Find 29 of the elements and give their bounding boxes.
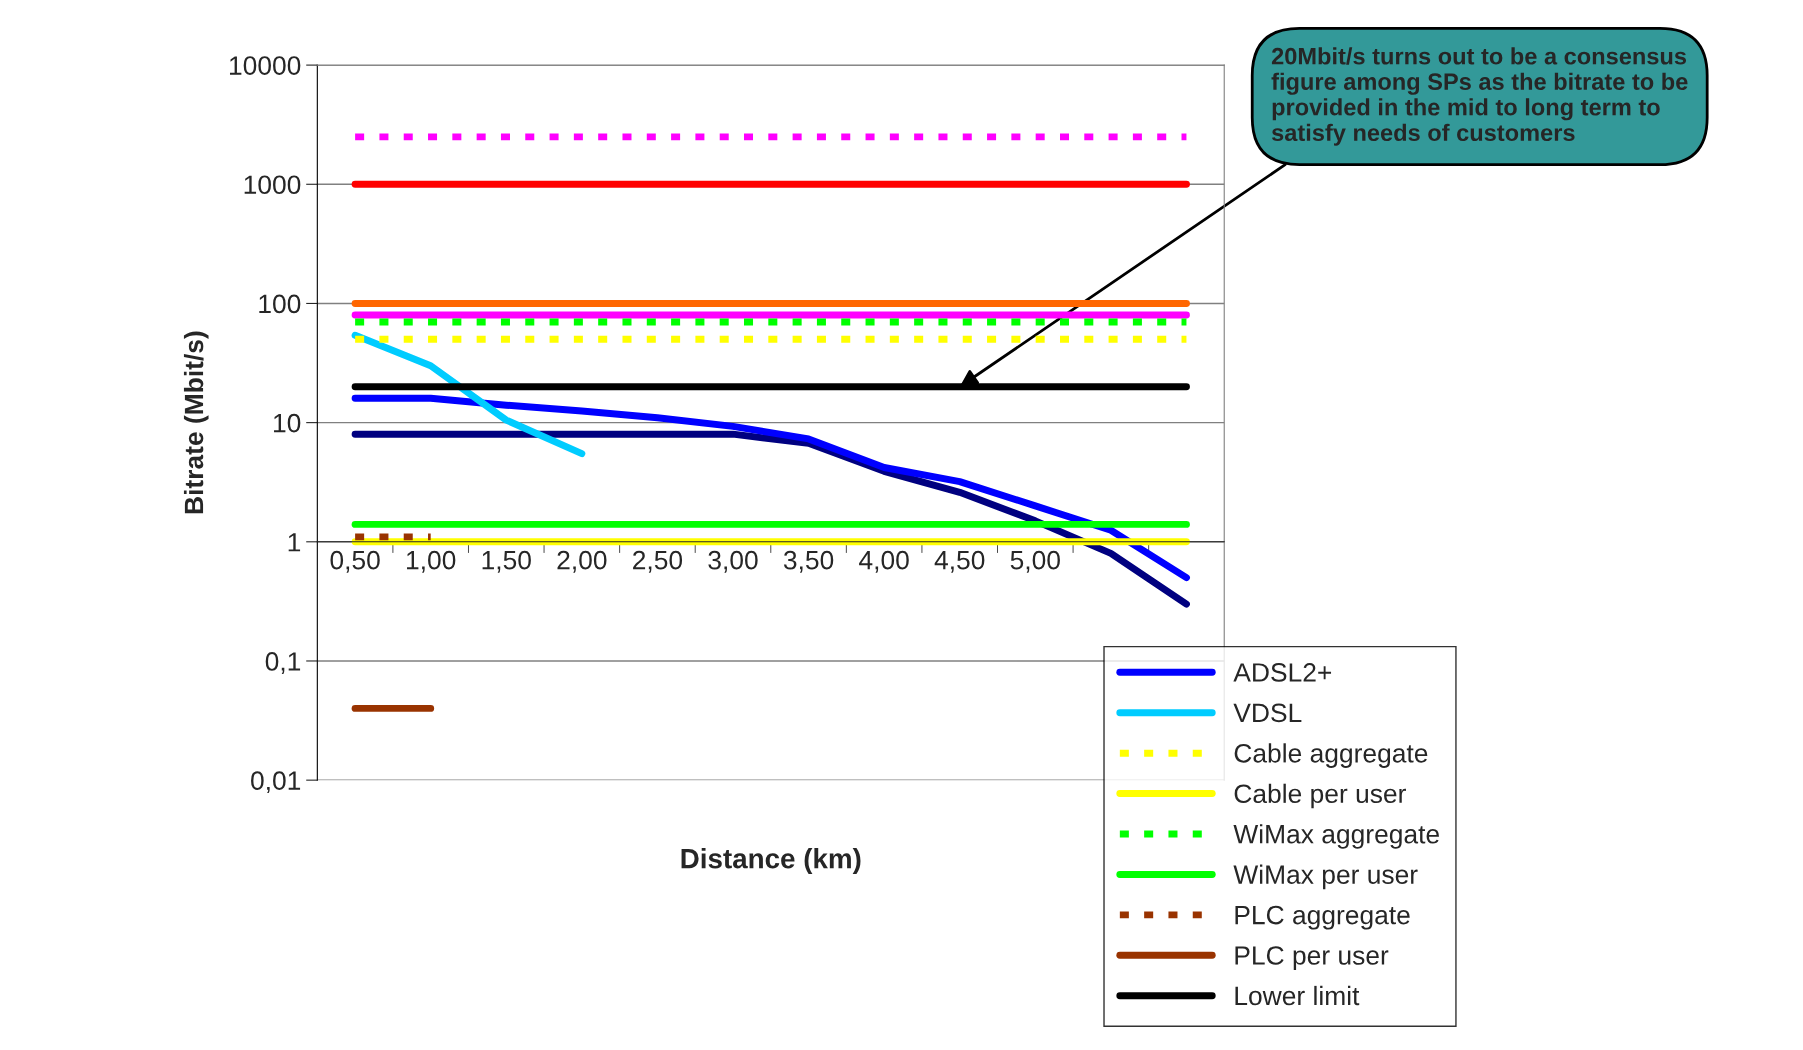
y-tick-label: 10: [274, 413, 301, 433]
x-tick-label: 1,00: [407, 550, 456, 573]
y-tick-label: 100: [259, 294, 301, 314]
legend-label: WiMax per user: [1233, 864, 1418, 890]
x-tick-label: 4,50: [934, 550, 985, 573]
x-tick-label: 2,00: [557, 550, 607, 573]
y-tick-label: 0,1: [265, 652, 301, 674]
annotation: 20Mbit/s turns out to be a consensus figure among SPs as the bitrate to be provided in the mid to long term to satisfy needs of customers: [1271, 47, 1688, 146]
legend-label: VDSL: [1233, 703, 1302, 723]
legend-label: PLC aggregate: [1235, 905, 1410, 930]
y-tick-label: 1: [288, 533, 301, 552]
legend-label: PLC per user: [1235, 946, 1389, 971]
x-tick-label: 4,00: [859, 550, 909, 573]
y-tick-label: 10000: [229, 56, 301, 75]
y-tick-label: 1000: [244, 175, 301, 195]
legend-label: Lower limit: [1235, 985, 1360, 1006]
y-tick-label: 0,01: [251, 771, 301, 794]
x-tick-label: 0,50: [330, 550, 380, 573]
x-tick-label: 5,00: [1010, 550, 1060, 573]
legend-label: Cable aggregate: [1234, 743, 1428, 768]
x-axis-title: Distance (km): [681, 848, 861, 874]
legend-label: ADSL2+: [1233, 663, 1332, 682]
legend-label: Cable per user: [1234, 783, 1406, 809]
legend-label: WiMax aggregate: [1233, 824, 1439, 849]
y-axis-title: Bitrate (Mbit/s): [183, 331, 209, 514]
x-tick-label: 3,50: [783, 550, 834, 573]
x-tick-label: 2,50: [633, 550, 683, 573]
x-tick-label: 1,50: [482, 550, 531, 573]
x-tick-label: 3,00: [708, 550, 758, 573]
